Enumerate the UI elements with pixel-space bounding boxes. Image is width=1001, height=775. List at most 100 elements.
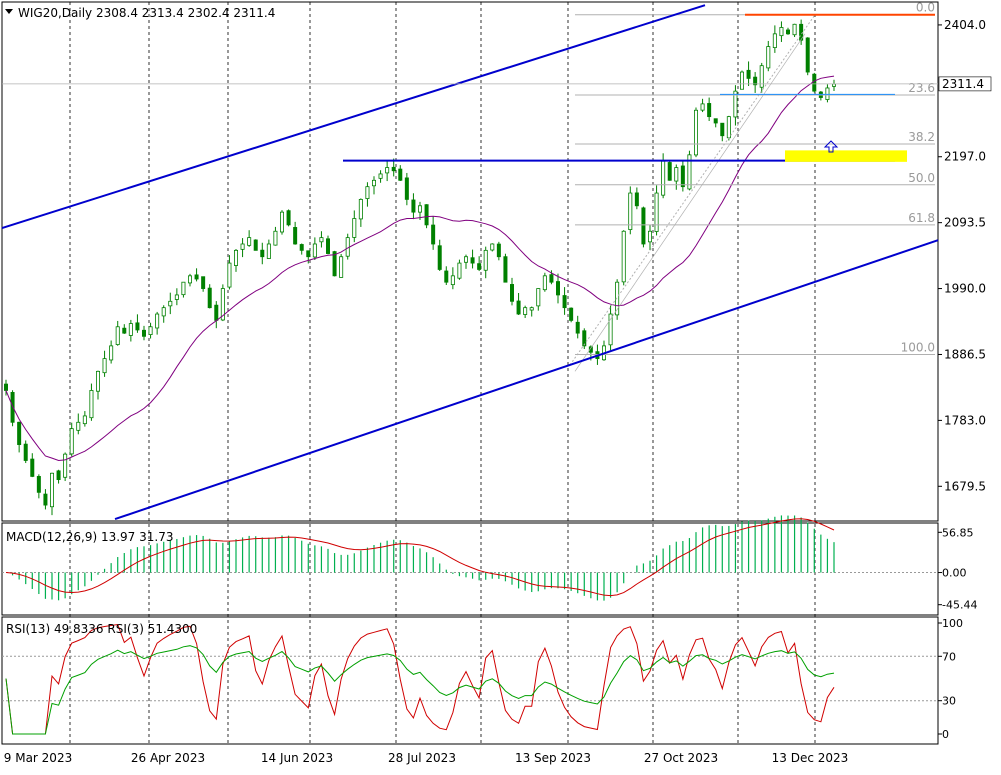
candle-body [766,46,771,69]
candle-body [4,383,9,391]
candle-body [516,300,521,315]
macd-signal-line [5,518,835,597]
candle-body [654,192,659,232]
candle-body [279,211,284,233]
x-tick-label: 28 Jul 2023 [388,751,456,765]
x-tick-label: 27 Oct 2023 [644,751,718,765]
fib-trend-line [569,14,816,366]
candle-body [398,168,403,181]
up-arrow-icon [823,140,839,153]
candle-body [168,300,173,307]
candle-body [621,230,626,283]
candle-body [233,249,238,266]
candle-body [628,192,633,230]
candle-body [365,186,370,199]
candle-body [417,205,422,213]
candle-body [792,23,797,36]
rsi-y-tick-label: 100 [942,617,963,630]
candle-body [371,179,376,187]
candle-body [556,281,561,296]
candle-body [253,239,258,251]
candle-body [536,288,541,307]
candle-body [746,69,751,79]
candle-body [339,256,344,278]
x-tick-label: 13 Dec 2023 [772,751,849,765]
candle-body [181,281,186,296]
x-tick-label: 13 Sep 2023 [515,751,591,765]
candle-body [76,421,81,431]
candle-body [385,167,390,174]
candle-body [227,262,232,288]
candle-body [174,294,179,300]
candle-body [332,251,337,277]
macd-title: MACD(12,26,9) 13.97 31.73 [6,530,173,544]
rsi-y-tick-label: 70 [942,650,956,663]
candle-body [36,476,41,493]
candle-body [444,270,449,283]
candle-body [707,103,712,118]
candle-body [825,87,830,100]
current-price-label: 2311.4 [942,77,984,91]
candle-body [779,27,784,37]
candle-body [503,256,508,283]
candle-body [201,276,206,289]
candle-body [56,470,61,481]
candle-body [207,287,212,309]
candle-body [43,493,48,506]
candle-body [726,116,731,139]
candle-body [588,346,593,353]
candle-body [424,204,429,226]
candle-body [575,321,580,334]
macd-y-tick-label: 56.85 [942,526,974,539]
rsi-panel-frame [1,616,939,745]
candle-body [352,218,357,238]
channel-lower-line [114,239,939,521]
candle-body [319,237,324,243]
rsi-y-tick-label: 0 [942,728,949,741]
dropdown-triangle-icon[interactable] [5,9,13,14]
fib-level-label: 0.0 [916,1,935,15]
candle-body [457,262,462,279]
candle-body [713,118,718,124]
candle-body [115,326,120,345]
candle-body [634,192,639,207]
x-tick-label: 14 Jun 2023 [261,751,333,765]
candle-body [772,33,777,49]
candle-body [648,230,653,243]
candle-body [582,330,587,347]
candle-body [411,199,416,213]
candle-body [667,162,672,181]
candle-body [109,345,114,361]
candle-body [293,227,298,245]
candle-body [812,73,817,92]
y-tick-label: 1783.0 [944,413,986,427]
candle-body [529,307,534,311]
x-tick-label: 9 Mar 2023 [4,751,72,765]
candle-body [220,288,225,321]
candle-body [89,390,94,419]
fib-level-label: 61.8 [908,211,935,225]
rsi13-line [5,645,835,735]
fib-level-label: 100.0 [901,340,935,354]
candle-body [23,443,28,461]
candle-body [155,313,160,329]
candle-body [306,250,311,258]
candle-body [496,243,501,258]
candle-body [378,173,383,179]
macd-panel-frame [1,522,939,616]
y-tick-label: 1990.0 [944,282,986,296]
candle-body [740,71,745,90]
candle-body [141,329,146,337]
candle-body [523,307,528,315]
candle-body [102,358,107,374]
candle-body [562,295,567,309]
candle-body [240,243,245,250]
candle-body [161,307,166,317]
candle-body [247,237,252,246]
candle-body [786,29,791,35]
candle-body [299,244,304,251]
y-tick-label: 1679.5 [944,479,986,493]
main-title: WIG20,Daily 2308.4 2313.4 2302.4 2311.4 [18,6,275,20]
channel-upper-line [1,4,706,230]
